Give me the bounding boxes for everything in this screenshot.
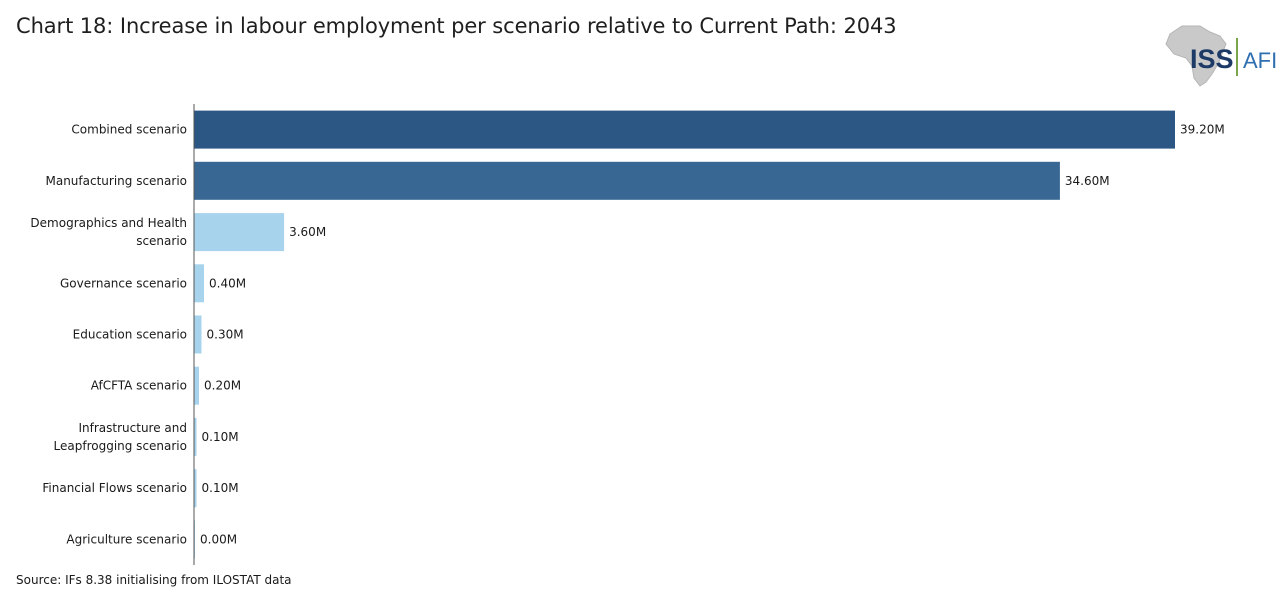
category-label: Manufacturing scenario <box>45 174 187 188</box>
category-label: Agriculture scenario <box>66 532 187 546</box>
category-label: Financial Flows scenario <box>42 481 187 495</box>
data-label: 0.10M <box>202 481 239 495</box>
africa-map-icon <box>1165 25 1227 87</box>
bar <box>194 213 285 252</box>
data-label: 0.20M <box>204 379 241 393</box>
data-label: 0.10M <box>202 430 239 444</box>
category-label: AfCFTA scenario <box>91 379 187 393</box>
logo-divider <box>1236 38 1238 76</box>
bar <box>194 417 197 456</box>
category-label: Infrastructure and Leapfrogging scenario <box>54 421 187 453</box>
category-label: Education scenario <box>73 328 187 342</box>
category-label: Combined scenario <box>71 123 187 137</box>
logo-afi-text: AFI <box>1243 48 1277 73</box>
bar <box>194 315 202 354</box>
bar <box>194 161 1060 200</box>
category-label: Demographics and Health scenario <box>30 216 187 248</box>
bar <box>194 264 204 303</box>
data-label: 0.30M <box>207 328 244 342</box>
logo-iss-text: ISS <box>1190 44 1234 74</box>
bar <box>194 366 199 405</box>
data-label: 34.60M <box>1065 174 1110 188</box>
data-label: 39.20M <box>1180 123 1225 137</box>
iss-afi-logo: ISS AFI <box>1165 25 1277 87</box>
data-label: 0.40M <box>209 276 246 290</box>
data-label: 0.00M <box>200 532 237 546</box>
category-label: Governance scenario <box>60 276 187 290</box>
bar <box>194 110 1175 149</box>
data-label: 3.60M <box>289 225 326 239</box>
source-note: Source: IFs 8.38 initialising from ILOST… <box>16 573 292 587</box>
chart-title: Chart 18: Increase in labour employment … <box>16 14 897 38</box>
bar <box>194 469 197 508</box>
